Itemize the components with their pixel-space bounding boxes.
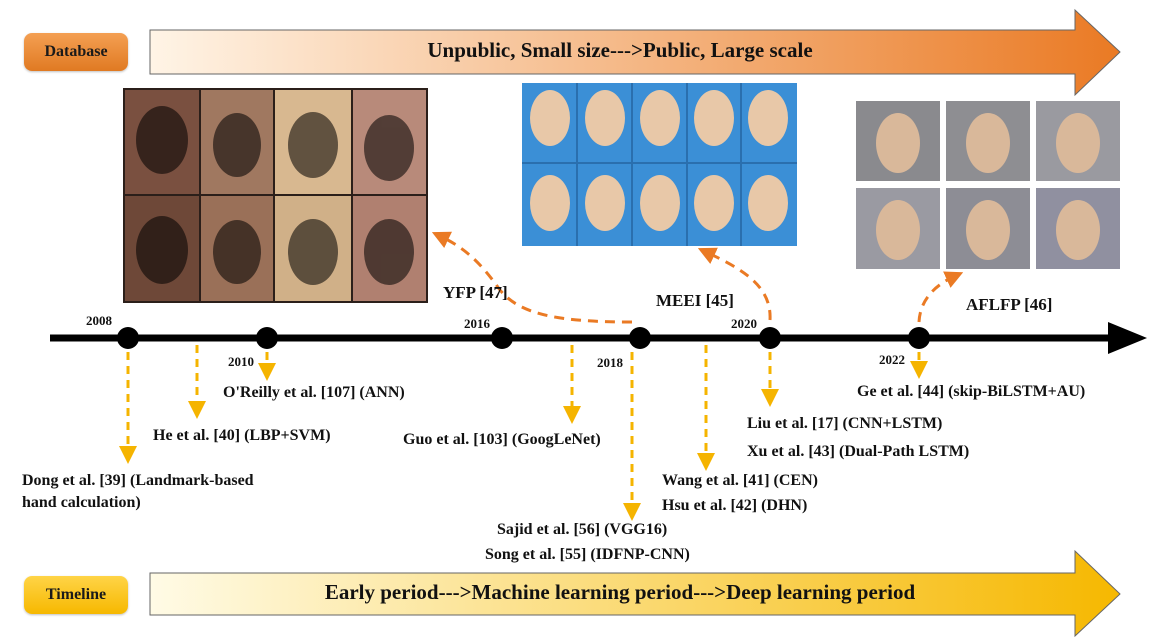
timeline-node-2016 xyxy=(491,327,513,349)
yfp-face-grid xyxy=(123,88,428,303)
year-2016: 2016 xyxy=(464,316,490,331)
method-wang: Wang et al. [41] (CEN) xyxy=(662,472,818,489)
timeline-node-2008 xyxy=(117,327,139,349)
year-2008: 2008 xyxy=(86,313,112,328)
method-hsu: Hsu et al. [42] (DHN) xyxy=(662,497,808,514)
timeline-node-2022 xyxy=(908,327,930,349)
dataset-aflfp: AFLFP [46] xyxy=(966,295,1053,314)
method-liu: Liu et al. [17] (CNN+LSTM) xyxy=(747,415,943,432)
arrow-meei xyxy=(697,247,772,321)
method-sajid: Sajid et al. [56] (VGG16) xyxy=(497,521,668,538)
database-label: Database xyxy=(24,33,128,71)
arrow-aflfp xyxy=(917,271,964,323)
timeline-banner-text: Early period--->Machine learning period-… xyxy=(324,580,916,604)
arrow-yfp xyxy=(431,231,633,324)
timeline-banner-arrow xyxy=(149,549,1121,638)
meei-face-grid xyxy=(522,83,797,246)
method-song: Song et al. [55] (IDFNP-CNN) xyxy=(485,546,690,563)
timeline-node-2018 xyxy=(629,327,651,349)
database-banner-arrow xyxy=(149,8,1121,97)
timeline-label: Timeline xyxy=(24,576,128,614)
method-he: He et al. [40] (LBP+SVM) xyxy=(153,427,331,444)
method-xu: Xu et al. [43] (Dual-Path LSTM) xyxy=(747,443,970,460)
year-2020: 2020 xyxy=(731,316,757,331)
timeline-axis-arrowhead xyxy=(1108,322,1147,354)
timeline-node-2010 xyxy=(256,327,278,349)
year-2018: 2018 xyxy=(597,355,623,370)
dataset-meei: MEEI [45] xyxy=(656,291,734,310)
method-guo: Guo et al. [103] (GoogLeNet) xyxy=(403,431,601,448)
aflfp-face-grid xyxy=(856,101,1120,269)
method-oreilly: O'Reilly et al. [107] (ANN) xyxy=(223,384,405,401)
year-2022: 2022 xyxy=(879,352,905,367)
method-ge: Ge et al. [44] (skip-BiLSTM+AU) xyxy=(857,383,1086,400)
year-2010: 2010 xyxy=(228,354,254,369)
dataset-yfp: YFP [47] xyxy=(443,283,508,302)
method-dong: Dong et al. [39] (Landmark-based hand ca… xyxy=(22,472,254,511)
timeline-node-2020 xyxy=(759,327,781,349)
database-banner-text: Unpublic, Small size--->Public, Large sc… xyxy=(427,38,813,62)
